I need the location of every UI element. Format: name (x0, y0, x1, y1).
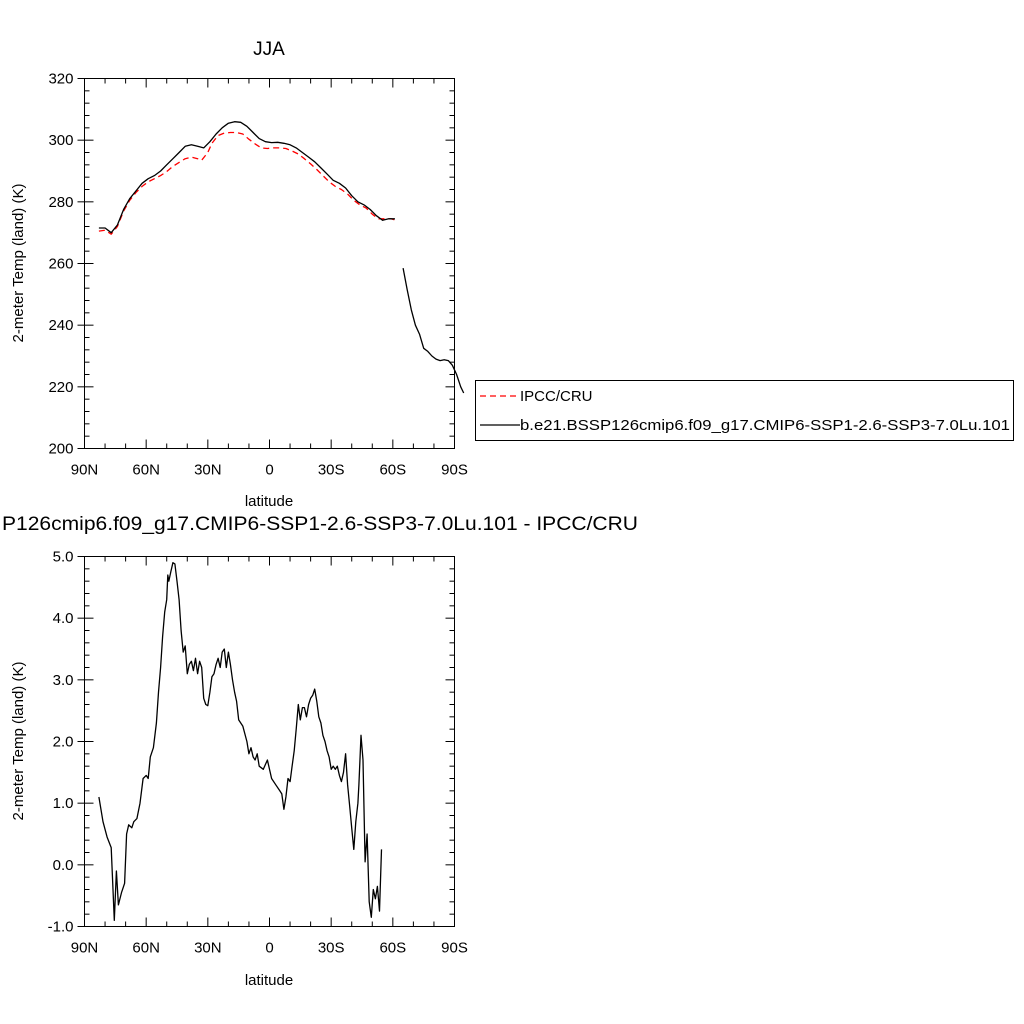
top-x-tick-label: 60N (132, 462, 160, 479)
legend-box (475, 380, 1014, 441)
bottom-x-tick-label: 0 (265, 940, 273, 957)
bottom-x-tick-label: 60S (379, 940, 406, 957)
top-chart-axes: 90N 60N 30N 0 30S 60S 90S 200 220 240 260 280 300 320 (48, 71, 467, 479)
bottom-x-tick-label: 30N (194, 940, 222, 957)
top-y-tick-label: 200 (48, 441, 73, 458)
top-chart-frame (84, 78, 455, 449)
top-y-tick-label: 240 (48, 317, 73, 334)
bottom-x-tick-label: 90N (71, 940, 99, 957)
top-y-tick-label: 280 (48, 194, 73, 211)
bottom-y-tick-label: -1.0 (48, 919, 74, 936)
top-y-tick-label: 320 (48, 71, 73, 88)
top-chart-panel: JJA 90N 60N 30N 0 30S 60S 90S 200 220 240 260 280 30… (10, 39, 468, 510)
top-x-tick-label: 60S (379, 462, 406, 479)
top-y-tick-label: 220 (48, 379, 73, 396)
bottom-chart-title: P126cmip6.f09_g17.CMIP6-SSP1-2.6-SSP3-7.… (2, 514, 638, 535)
bottom-chart-axes: 90N 60N 30N 0 30S 60S 90S -1.0 0.0 1.0 2.0 3.0 4.0 5.… (48, 549, 468, 957)
top-series-line-0-segment-0 (98, 131, 398, 235)
bottom-chart-panel: P126cmip6.f09_g17.CMIP6-SSP1-2.6-SSP3-7.… (2, 514, 638, 989)
bottom-chart-frame (84, 556, 455, 927)
top-x-tick-label: 30S (318, 462, 345, 479)
bottom-y-tick-label: 4.0 (53, 610, 74, 627)
legend-label-model: b.e21.BSSP126cmip6.f09_g17.CMIP6-SSP1-2.… (520, 417, 1010, 434)
top-chart-ylabel: 2-meter Temp (land) (K) (10, 184, 27, 343)
top-x-tick-label: 0 (265, 462, 273, 479)
bottom-x-tick-label: 30S (318, 940, 345, 957)
bottom-y-tick-label: 0.0 (53, 857, 74, 874)
top-series-line-1-segment-0 (98, 121, 395, 234)
top-x-tick-label: 90N (71, 462, 99, 479)
bottom-x-tick-label: 60N (132, 940, 160, 957)
top-y-tick-label: 260 (48, 256, 73, 273)
bottom-x-tick-label: 90S (441, 940, 468, 957)
top-y-tick-label: 300 (48, 132, 73, 149)
bottom-y-tick-label: 5.0 (53, 549, 74, 566)
bottom-chart-series (98, 562, 383, 921)
bottom-series-line-0-segment-0 (98, 562, 383, 921)
bottom-chart-ylabel: 2-meter Temp (land) (K) (10, 662, 27, 821)
top-chart-title: JJA (253, 39, 285, 60)
bottom-y-tick-label: 3.0 (53, 672, 74, 689)
bottom-y-tick-label: 2.0 (53, 734, 74, 751)
bottom-chart-xlabel: latitude (245, 972, 293, 989)
top-chart-xlabel: latitude (245, 493, 293, 510)
top-chart-series (98, 121, 465, 394)
top-x-tick-label: 90S (441, 462, 468, 479)
bottom-y-tick-label: 1.0 (53, 795, 74, 812)
top-x-tick-label: 30N (194, 462, 222, 479)
legend-label-ipcc-cru: IPCC/CRU (520, 388, 593, 405)
legend: IPCC/CRU b.e21.BSSP126cmip6.f09_g17.CMIP… (475, 380, 1014, 441)
